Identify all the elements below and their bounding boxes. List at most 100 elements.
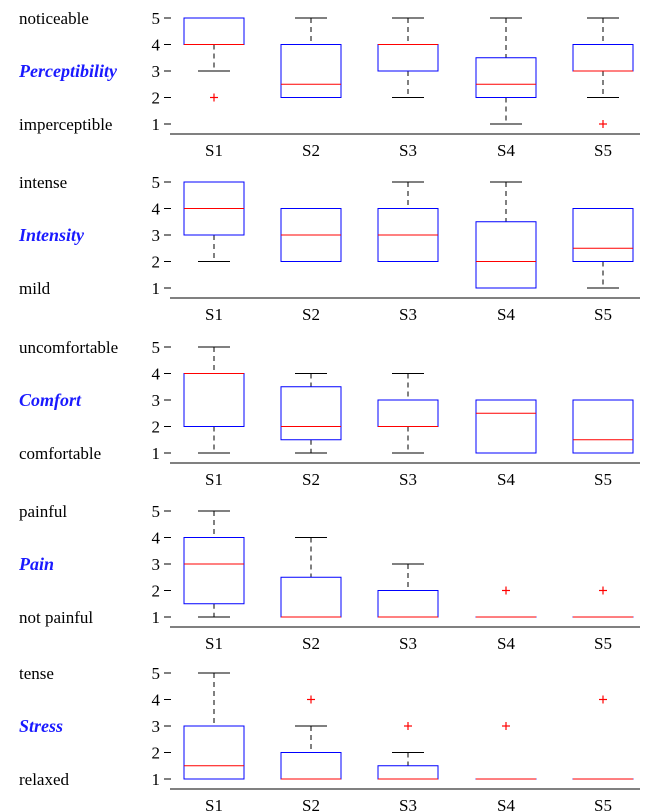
- box-s4: [475, 181, 537, 289]
- low-anchor-label: mild: [19, 279, 51, 298]
- outlier-marker: [502, 722, 510, 730]
- y-tick-label: 4: [152, 529, 161, 548]
- box-s5: [572, 586, 634, 618]
- y-tick-label: 2: [152, 418, 161, 437]
- x-tick-label: S5: [594, 305, 612, 324]
- box-s5: [572, 208, 634, 289]
- x-tick-label: S2: [302, 141, 320, 160]
- x-tick-label: S3: [399, 305, 417, 324]
- iqr-box: [280, 576, 342, 618]
- y-tick-label: 1: [152, 608, 161, 627]
- box-s5: [572, 399, 634, 454]
- y-tick-label: 5: [152, 173, 161, 192]
- iqr-box: [377, 765, 439, 780]
- box-s2: [280, 695, 342, 780]
- outlier-marker: [210, 93, 218, 102]
- y-tick-label: 5: [152, 9, 161, 28]
- panel-intensity: intense Intensity mild 1 2 3 4 5 S1 S2 S3 S4 S5: [18, 173, 640, 324]
- x-tick-label: S4: [497, 305, 515, 324]
- box-s1: [183, 17, 245, 102]
- iqr-box: [183, 373, 245, 427]
- panel-perceptibility: noticeable Perceptibility imperceptible 1 2 3…: [18, 9, 640, 160]
- x-tick-label: S2: [302, 470, 320, 489]
- x-tick-label: S2: [302, 796, 320, 811]
- iqr-box: [183, 537, 245, 605]
- outlier-marker: [599, 695, 607, 704]
- iqr-box: [377, 399, 439, 427]
- y-tick-label: 3: [152, 391, 161, 410]
- iqr-box: [572, 399, 634, 454]
- y-tick-label: 3: [152, 226, 161, 245]
- y-tick-label: 5: [152, 338, 161, 357]
- box-s4: [475, 17, 537, 125]
- iqr-box: [475, 57, 537, 98]
- outlier-marker: [599, 120, 607, 128]
- x-tick-label: S4: [497, 796, 515, 811]
- iqr-box: [280, 386, 342, 441]
- low-anchor-label: not painful: [19, 608, 93, 627]
- x-tick-label: S5: [594, 634, 612, 653]
- box-s2: [280, 208, 342, 262]
- x-tick-label: S2: [302, 634, 320, 653]
- y-tick-label: 5: [152, 664, 161, 683]
- y-tick-label: 5: [152, 502, 161, 521]
- iqr-box: [377, 590, 439, 618]
- high-anchor-label: uncomfortable: [19, 338, 118, 357]
- y-tick-label: 3: [152, 62, 161, 81]
- iqr-box: [183, 725, 245, 780]
- iqr-box: [572, 208, 634, 262]
- iqr-box: [572, 44, 634, 72]
- high-anchor-label: painful: [19, 502, 67, 521]
- outlier-marker: [404, 722, 412, 730]
- panel-title: Intensity: [18, 225, 85, 245]
- x-tick-label: S1: [205, 470, 223, 489]
- y-tick-label: 1: [152, 770, 161, 789]
- x-tick-label: S1: [205, 796, 223, 811]
- panel-title: Stress: [19, 716, 63, 736]
- low-anchor-label: comfortable: [19, 444, 101, 463]
- x-tick-label: S1: [205, 141, 223, 160]
- box-s4: [475, 399, 537, 454]
- box-s3: [377, 373, 439, 454]
- box-s2: [280, 537, 342, 618]
- y-tick-label: 3: [152, 555, 161, 574]
- x-tick-label: S1: [205, 305, 223, 324]
- x-tick-label: S5: [594, 470, 612, 489]
- x-tick-label: S3: [399, 141, 417, 160]
- y-tick-label: 4: [152, 691, 161, 710]
- outlier-marker: [307, 695, 315, 704]
- box-s1: [183, 346, 245, 454]
- y-tick-label: 2: [152, 744, 161, 763]
- low-anchor-label: relaxed: [19, 770, 70, 789]
- low-anchor-label: imperceptible: [19, 115, 112, 134]
- y-tick-label: 3: [152, 717, 161, 736]
- high-anchor-label: intense: [19, 173, 67, 192]
- iqr-box: [280, 44, 342, 98]
- outlier-marker: [502, 586, 510, 595]
- x-tick-label: S5: [594, 141, 612, 160]
- y-tick-label: 2: [152, 582, 161, 601]
- x-tick-label: S1: [205, 634, 223, 653]
- iqr-box: [280, 752, 342, 780]
- high-anchor-label: tense: [19, 664, 54, 683]
- box-s3: [377, 722, 439, 780]
- box-s2: [280, 373, 342, 454]
- iqr-box: [475, 399, 537, 454]
- iqr-box: [377, 44, 439, 72]
- y-tick-label: 4: [152, 200, 161, 219]
- iqr-box: [475, 221, 537, 289]
- y-tick-label: 1: [152, 115, 161, 134]
- y-tick-label: 1: [152, 444, 161, 463]
- x-tick-label: S4: [497, 634, 515, 653]
- x-tick-label: S4: [497, 470, 515, 489]
- y-tick-label: 2: [152, 89, 161, 108]
- y-tick-label: 4: [152, 36, 161, 55]
- box-s5: [572, 17, 634, 128]
- box-s3: [377, 563, 439, 618]
- panel-title: Pain: [18, 554, 54, 574]
- high-anchor-label: noticeable: [19, 9, 89, 28]
- panel-comfort: uncomfortable Comfort comfortable 1 2 3 4 5 S1 S2…: [19, 338, 640, 489]
- x-tick-label: S4: [497, 141, 515, 160]
- y-tick-label: 2: [152, 253, 161, 272]
- box-s1: [183, 510, 245, 618]
